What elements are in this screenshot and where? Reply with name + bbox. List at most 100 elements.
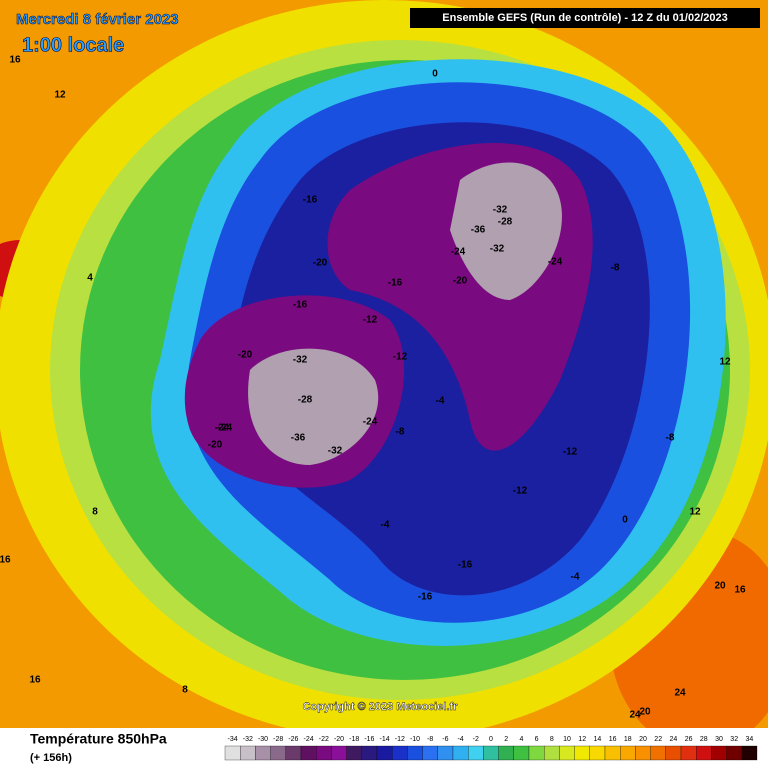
contour-label: 16 — [734, 585, 746, 596]
contour-label: 12 — [54, 90, 66, 101]
colorbar-label: 0 — [489, 736, 493, 743]
colorbar-label: -2 — [473, 736, 479, 743]
colorbar-label: -22 — [319, 736, 329, 743]
colorbar-label: -14 — [380, 736, 390, 743]
contour-label: -24 — [451, 247, 466, 258]
contour-label: -24 — [363, 417, 378, 428]
colorbar-label: -34 — [228, 736, 238, 743]
colorbar-label: 20 — [639, 736, 647, 743]
colorbar-label: 2 — [504, 736, 508, 743]
contour-label: 20 — [714, 581, 726, 592]
contour-label: 20 — [639, 707, 651, 718]
colorbar-swatch — [346, 745, 362, 761]
legend-title: Température 850hPa — [30, 731, 167, 747]
contour-label: 4 — [87, 273, 93, 284]
colorbar-label: 18 — [624, 736, 632, 743]
contour-label: 0 — [622, 515, 628, 526]
colorbar-label: 28 — [700, 736, 708, 743]
map-date: Mercredi 8 février 2023 — [16, 11, 179, 28]
contour-label: 0 — [432, 69, 438, 80]
colorbar-swatch — [665, 745, 682, 761]
colorbar-swatch — [604, 745, 621, 761]
contour-label: -12 — [513, 486, 528, 497]
contour-label: -20 — [453, 276, 468, 287]
colorbar-label: -24 — [304, 736, 314, 743]
colorbar-swatch — [741, 745, 758, 761]
contour-label: -32 — [293, 355, 308, 366]
copyright: Copyright © 2023 Meteociel.fr — [303, 701, 459, 713]
colorbar-label: 14 — [594, 736, 602, 743]
colorbar-swatch — [270, 745, 286, 761]
colorbar-label: -28 — [273, 736, 283, 743]
colorbar-swatch — [559, 745, 575, 761]
map: Copyright © 2023 Meteociel.fr -32-28-36-… — [0, 0, 768, 750]
contour-label: -20 — [313, 258, 328, 269]
legend-lead: (+ 156h) — [30, 752, 72, 764]
colorbar: -34 -32 -30 -28 -26 -24 -22 -20 -18 -16 -14 -12 -10-… — [224, 736, 758, 761]
map-time: 1:00 locale — [22, 34, 124, 56]
colorbar-swatch — [726, 745, 742, 761]
contour-label: -32 — [490, 244, 505, 255]
contour-label: -20 — [238, 350, 253, 361]
contour-labels: -32-28-36-24-24-32-16-20-24-20-32-36-28-… — [0, 55, 746, 721]
contour-label: -16 — [303, 195, 318, 206]
contour-label: -24 — [218, 423, 233, 434]
contour-label: 24 — [674, 688, 686, 699]
colorbar-swatch — [468, 745, 484, 761]
colorbar-label: 32 — [730, 736, 738, 743]
cold-core — [248, 348, 379, 465]
contour-label: -16 — [458, 560, 473, 571]
colorbar-label: -20 — [334, 736, 344, 743]
run-info: Ensemble GEFS (Run de contrôle) - 12 Z d… — [442, 12, 727, 24]
contour-label: -8 — [396, 427, 405, 438]
colorbar-label: -12 — [395, 736, 405, 743]
colorbar-swatch — [376, 745, 393, 761]
colorbar-label: -26 — [288, 736, 298, 743]
contour-label: -4 — [571, 572, 580, 583]
contour-label: -12 — [563, 447, 578, 458]
colorbar-swatch — [696, 745, 712, 761]
colorbar-swatch — [437, 745, 454, 761]
contour-label: 8 — [92, 507, 98, 518]
contour-label: 16 — [29, 675, 41, 686]
colorbar-label: 16 — [609, 736, 617, 743]
contour-label: 24 — [629, 710, 641, 721]
colorbar-swatch — [224, 745, 241, 761]
colorbar-swatch — [422, 745, 438, 761]
colorbar-label: -30 — [258, 736, 268, 743]
colorbar-swatch — [544, 745, 560, 761]
colorbar-label: -10 — [410, 736, 420, 743]
colorbar-swatch — [300, 745, 317, 761]
colorbar-label: -8 — [427, 736, 433, 743]
cold-core — [450, 162, 562, 300]
colorbar-label: -16 — [364, 736, 374, 743]
colorbar-label: 4 — [519, 736, 523, 743]
contour-label: 16 — [0, 555, 11, 566]
contour-label: -4 — [381, 520, 390, 531]
colorbar-swatch — [407, 745, 423, 761]
colorbar-swatch — [240, 745, 256, 761]
contour-label: -16 — [418, 592, 433, 603]
colorbar-swatch — [650, 745, 666, 761]
colorbar-label: -18 — [349, 736, 359, 743]
contour-label: 16 — [9, 55, 21, 66]
colorbar-label: 26 — [685, 736, 693, 743]
colorbar-label: -4 — [457, 736, 463, 743]
colorbar-label: 22 — [654, 736, 662, 743]
colorbar-swatch — [589, 745, 606, 761]
colorbar-swatch — [711, 745, 727, 761]
colorbar-swatch — [498, 745, 514, 761]
colorbar-swatch — [331, 745, 347, 761]
contour-label: -24 — [548, 257, 563, 268]
contour-label: -8 — [666, 433, 675, 444]
contour-label: 12 — [689, 507, 701, 518]
contour-label: -32 — [328, 446, 343, 457]
contour-label: -4 — [436, 396, 445, 407]
colorbar-label: 10 — [563, 736, 571, 743]
colorbar-swatch — [620, 745, 636, 761]
contour-label: -28 — [298, 395, 313, 406]
colorbar-swatch — [285, 745, 302, 761]
colorbar-label: -32 — [243, 736, 253, 743]
colorbar-label: -6 — [442, 736, 448, 743]
colorbar-swatch — [452, 745, 469, 761]
